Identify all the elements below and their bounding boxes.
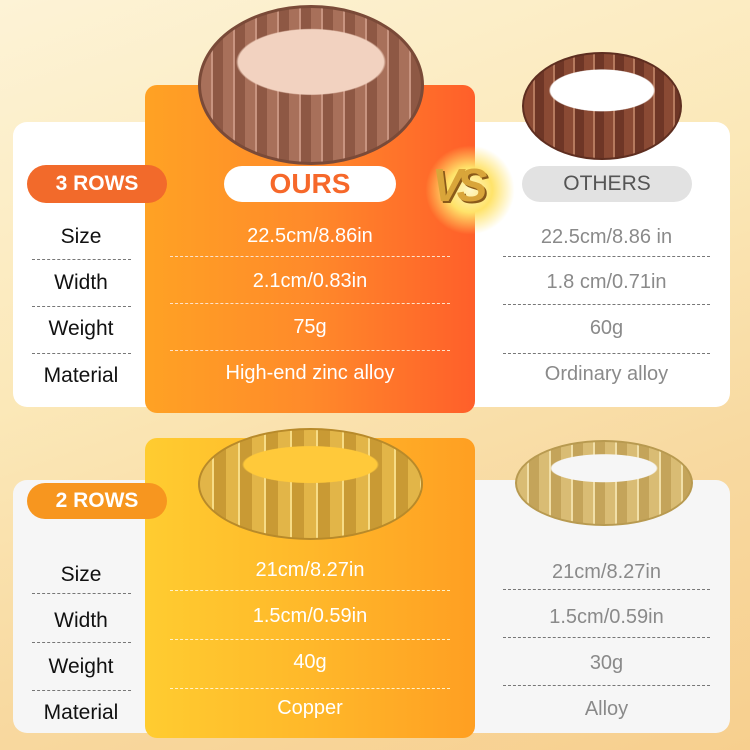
ours-material-value: High-end zinc alloy [225, 362, 395, 384]
divider [503, 637, 710, 638]
ours-weight-value: 40g [293, 651, 327, 673]
divider [32, 593, 131, 594]
divider [170, 590, 450, 591]
ours-weight-value: 75g [293, 316, 327, 338]
ours-width-value: 1.5cm/0.59in [252, 605, 368, 627]
divider [503, 304, 710, 305]
divider [32, 642, 131, 643]
badge-3-rows: 3 ROWS [27, 165, 167, 203]
divider [170, 303, 450, 304]
others-material-value: Ordinary alloy [544, 363, 669, 385]
row-label-material: Material [43, 701, 119, 724]
others-weight-value: 60g [589, 317, 624, 339]
row-label-width: Width [54, 271, 108, 294]
divider [503, 353, 710, 354]
others-copper-bracelet-image [522, 52, 682, 160]
badge-2-rows: 2 ROWS [27, 483, 167, 519]
others-width-value: 1.8 cm/0.71in [546, 271, 667, 293]
ours-header-pill: OURS [224, 166, 396, 202]
divider [170, 350, 450, 351]
others-header-pill: OTHERS [522, 166, 692, 202]
divider [32, 690, 131, 691]
vs-label: VS [432, 159, 487, 211]
divider [170, 256, 450, 257]
others-size-value: 22.5cm/8.86 in [540, 226, 673, 248]
ours-copper-bracelet-image [198, 5, 424, 165]
ours-gold-bracelet-image [198, 428, 423, 540]
divider [32, 306, 131, 307]
row-label-size: Size [60, 563, 102, 586]
others-gold-bracelet-image [515, 440, 693, 526]
row-label-weight: Weight [48, 317, 114, 340]
others-material-value: Alloy [584, 698, 629, 720]
divider [170, 688, 450, 689]
others-weight-value: 30g [589, 652, 624, 674]
divider [32, 353, 131, 354]
others-size-value: 21cm/8.27in [552, 561, 661, 583]
divider [503, 685, 710, 686]
row-label-material: Material [43, 364, 119, 387]
ours-size-value: 21cm/8.27in [255, 559, 365, 581]
others-width-value: 1.5cm/0.59in [549, 606, 664, 628]
divider [32, 259, 131, 260]
ours-material-value: Copper [277, 697, 343, 719]
divider [503, 256, 710, 257]
divider [170, 639, 450, 640]
vs-glow [425, 145, 515, 235]
ours-size-value: 22.5cm/8.86in [247, 225, 373, 247]
row-label-width: Width [54, 609, 108, 632]
row-label-weight: Weight [48, 655, 114, 678]
ours-width-value: 2.1cm/0.83in [252, 270, 368, 292]
divider [503, 589, 710, 590]
row-label-size: Size [60, 225, 102, 248]
